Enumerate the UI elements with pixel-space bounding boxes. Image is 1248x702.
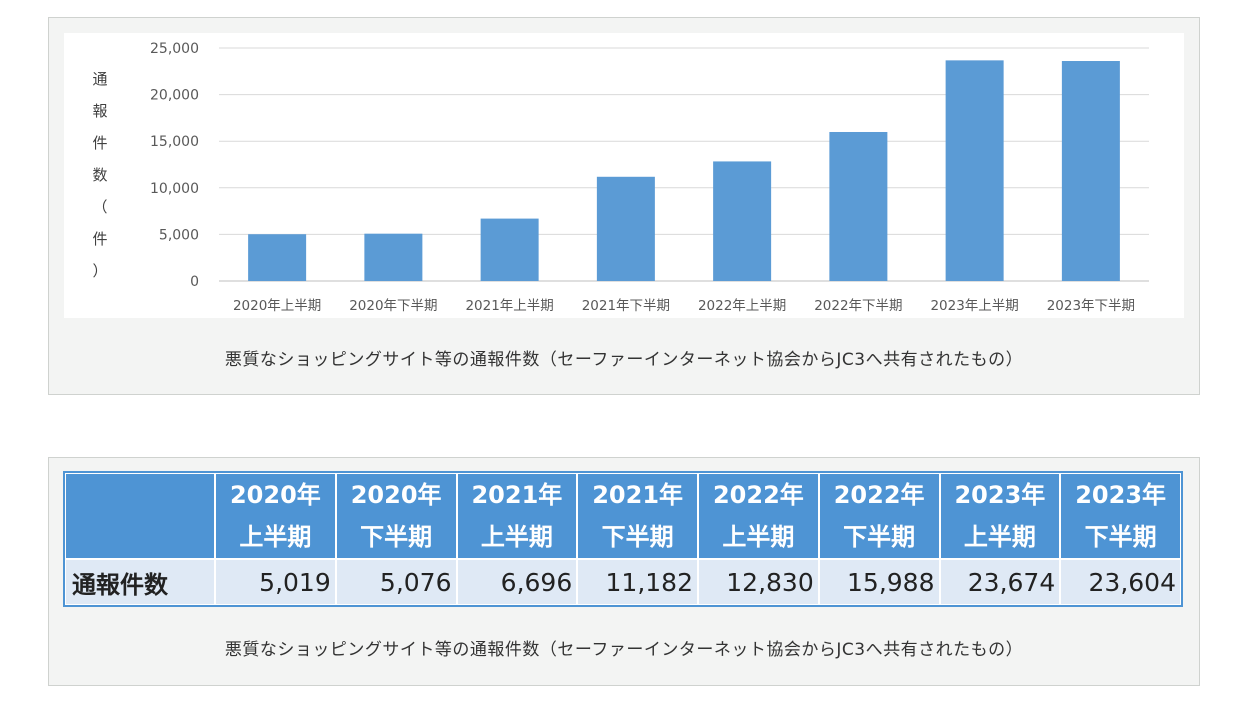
- table-cell: 15,988: [817, 558, 941, 606]
- column-header-half: 下半期: [601, 523, 674, 551]
- column-header-half: 上半期: [239, 523, 312, 551]
- y-tick-label: 15,000: [150, 134, 199, 150]
- column-header: 2022年上半期: [697, 472, 820, 560]
- x-tick-label: 2023年下半期: [1047, 298, 1135, 314]
- x-tick-label: 2021年下半期: [582, 298, 670, 314]
- y-tick-label: 10,000: [150, 181, 199, 197]
- column-header-half: 下半期: [360, 523, 433, 551]
- chart-area: 0 5,000 10,000 15,000 20,000 25,000 2020年上半期 20…: [64, 33, 1184, 318]
- column-header-half: 上半期: [963, 523, 1036, 551]
- bar: [945, 60, 1004, 281]
- y-tick-label: 20,000: [150, 88, 199, 104]
- chart-caption: 悪質なショッピングサイト等の通報件数（セーファーインターネット協会からJC3へ共…: [224, 350, 1024, 370]
- y-tick-label: 25,000: [150, 41, 199, 57]
- column-header-year: 2020年: [229, 481, 321, 509]
- x-tick-label: 2020年下半期: [349, 298, 437, 314]
- table-cell: 12,830: [697, 558, 820, 606]
- column-header-half: 下半期: [843, 523, 916, 551]
- table-cell: 11,182: [576, 558, 699, 606]
- bar: [248, 234, 307, 281]
- bar: [596, 176, 655, 281]
- x-tick-label: 2021年上半期: [465, 298, 553, 314]
- table-cell: 23,604: [1059, 558, 1182, 606]
- column-header-year: 2023年: [954, 481, 1046, 509]
- column-header-year: 2022年: [712, 481, 804, 509]
- x-tick-label: 2022年上半期: [698, 298, 786, 314]
- table-panel: 2020年 上半期 2020年 下半期 2021年 上半期 2021年 下半期 2022年 上半期…: [48, 457, 1200, 686]
- column-header-half: 下半期: [1084, 523, 1157, 551]
- column-header: 2021年上半期: [455, 472, 579, 560]
- y-axis-label: 通報件数（件）: [92, 70, 108, 280]
- bar: [1061, 61, 1120, 282]
- column-header: 2023年上半期: [938, 472, 1062, 560]
- column-header: 2023年下半期: [1059, 472, 1182, 560]
- table-header-row: 2020年 上半期 2020年 下半期 2021年 上半期 2021年 下半期 2022年 上半期…: [64, 472, 1182, 560]
- table-cell: 23,674: [938, 558, 1062, 606]
- column-header: 2020年上半期: [214, 472, 337, 560]
- column-header: 2020年下半期: [334, 472, 458, 560]
- table-row: 通報件数 5,019 5,076 6,696 11,182 12,830 15,988 23…: [64, 558, 1182, 606]
- column-header-year: 2021年: [471, 481, 563, 509]
- column-header-half: 上半期: [722, 523, 795, 551]
- data-table: 2020年 上半期 2020年 下半期 2021年 上半期 2021年 下半期 2022年 上半期…: [63, 471, 1183, 607]
- bar: [829, 131, 888, 281]
- column-header-half: 上半期: [480, 523, 553, 551]
- y-tick-label: 0: [190, 274, 199, 290]
- bar: [713, 161, 772, 281]
- x-tick-label: 2020年上半期: [233, 298, 321, 314]
- table-cell: 6,696: [455, 558, 579, 606]
- x-tick-label: 2022年下半期: [814, 298, 902, 314]
- table-corner-cell: [64, 472, 216, 560]
- bar: [480, 218, 539, 281]
- column-header-year: 2020年: [350, 481, 442, 509]
- row-label: 通報件数: [64, 558, 216, 606]
- table-cell: 5,019: [214, 558, 337, 606]
- table-caption: 悪質なショッピングサイト等の通報件数（セーファーインターネット協会からJC3へ共…: [224, 640, 1024, 660]
- column-header: 2021年下半期: [576, 472, 699, 560]
- column-header: 2022年下半期: [817, 472, 941, 560]
- y-tick-label: 5,000: [159, 227, 199, 243]
- table-cell: 5,076: [334, 558, 458, 606]
- chart-panel: 0 5,000 10,000 15,000 20,000 25,000 2020年上半期 20…: [48, 17, 1200, 395]
- column-header-year: 2022年: [833, 481, 925, 509]
- x-tick-label: 2023年上半期: [930, 298, 1018, 314]
- bar: [364, 233, 423, 281]
- column-header-year: 2023年: [1075, 481, 1167, 509]
- bar-chart: 0 5,000 10,000 15,000 20,000 25,000 2020年上半期 20…: [150, 41, 1149, 314]
- column-header-year: 2021年: [592, 481, 684, 509]
